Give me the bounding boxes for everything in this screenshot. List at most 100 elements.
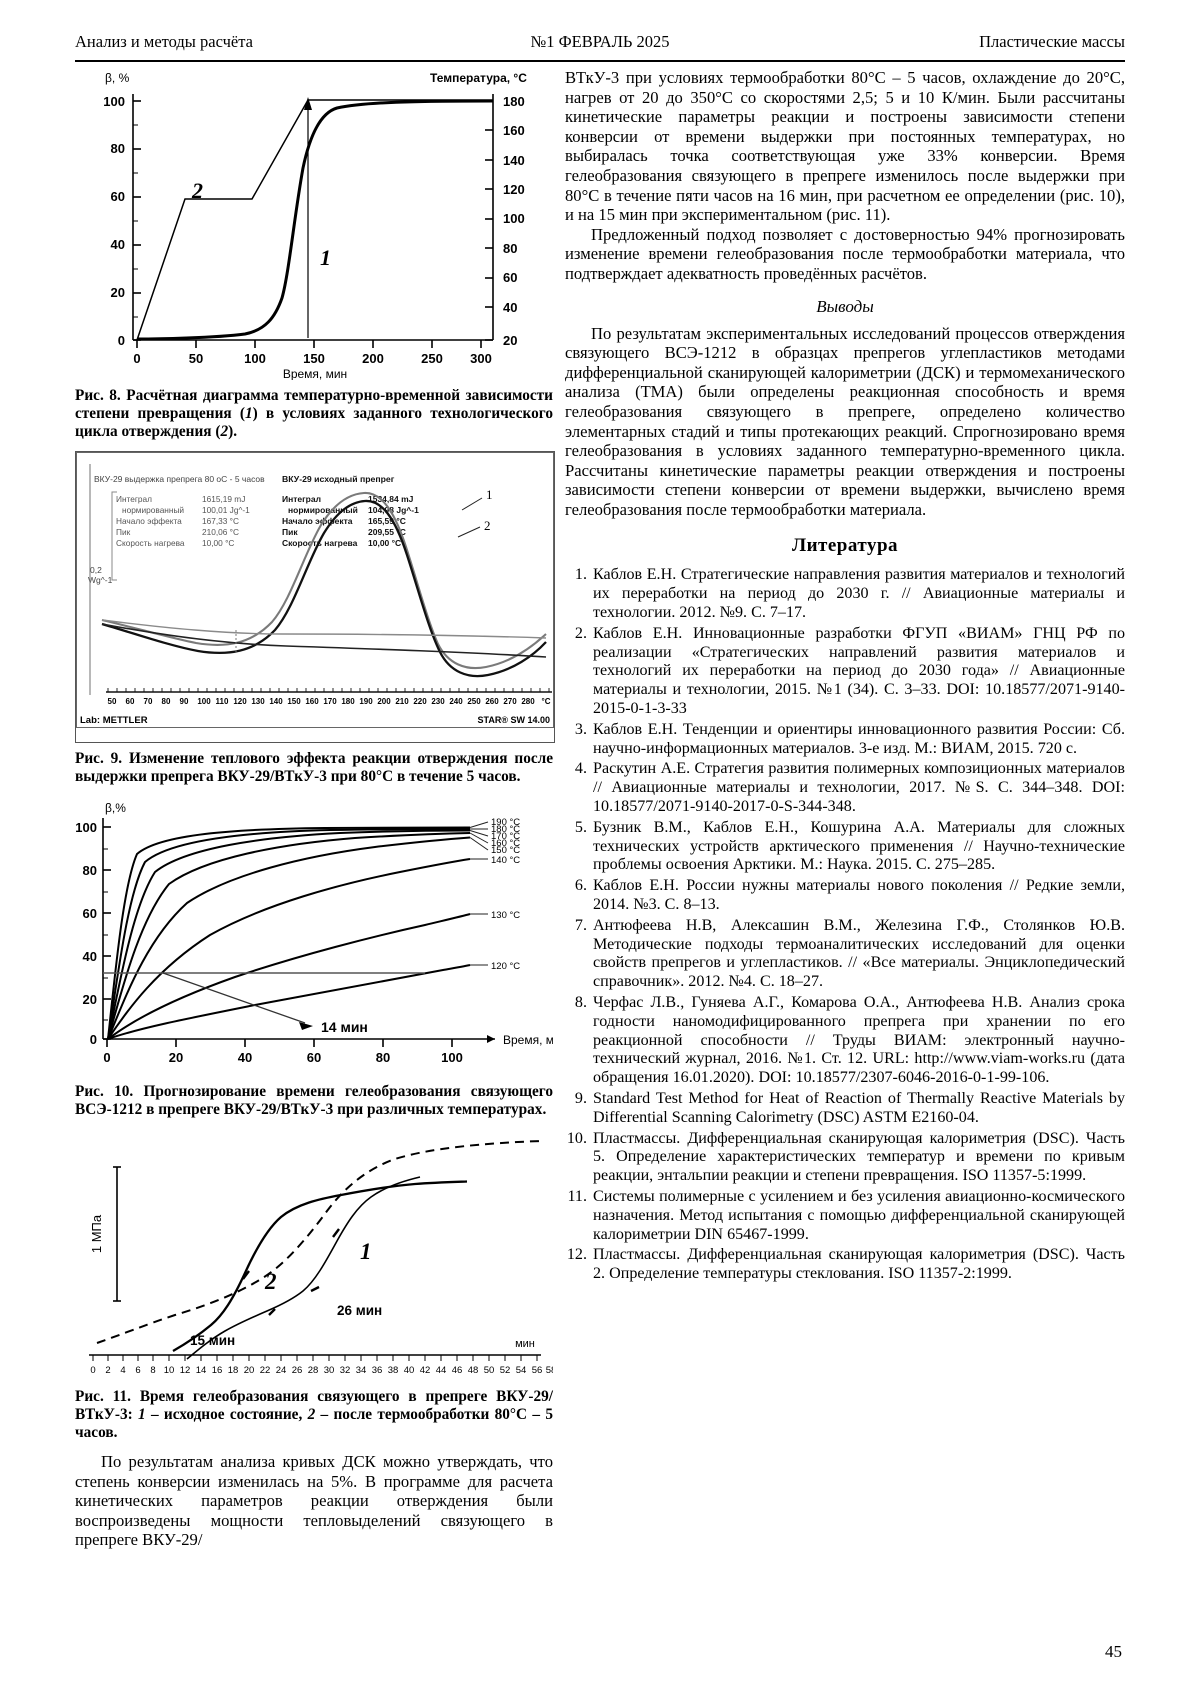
fig9-footer-right: STAR® SW 14.00 (478, 715, 550, 725)
svg-text:150: 150 (287, 697, 301, 706)
figure-10-chart: β,% 100 80 60 40 20 0 (75, 801, 553, 1065)
svg-text:4: 4 (120, 1365, 125, 1376)
fig8-ytick: 60 (111, 189, 125, 204)
svg-text:30: 30 (324, 1365, 335, 1376)
fig10-curve-140 (107, 858, 471, 1040)
fig8-y2tick: 80 (503, 241, 517, 256)
fig11-x-ticks (92, 1355, 538, 1361)
fig11-marker-15 (268, 1308, 276, 1316)
fig9-footer-left: Lab: METTLER (80, 715, 148, 726)
svg-text:170 °C: 170 °C (491, 831, 520, 842)
fig11-label-2: 2 (264, 1269, 277, 1294)
svg-text:20: 20 (169, 1050, 183, 1065)
fig11-annotation-15: 15 мин (190, 1333, 235, 1348)
svg-text:8: 8 (150, 1365, 155, 1376)
svg-text:80: 80 (376, 1050, 390, 1065)
reference-text: Каблов Е.Н. Инновационные разработки ФГУ… (593, 624, 1125, 718)
fig10-curve-180 (107, 828, 471, 1040)
reference-text: Раскутин А.Е. Стратегия развития полимер… (593, 760, 1125, 816)
svg-text:36: 36 (372, 1365, 383, 1376)
svg-text:26: 26 (292, 1365, 303, 1376)
figure-8-chart: β, % Температура, °С 100 80 60 40 20 0 (103, 71, 527, 380)
reference-item: 12. Пластмассы. Дифференциальная сканирую… (565, 1246, 1125, 1284)
svg-text:0: 0 (103, 1050, 110, 1065)
svg-text:200: 200 (377, 697, 391, 706)
fig10-curve-160 (107, 832, 471, 1040)
reference-text: Антюфеева Н.В, Алексашин В.М., Железина … (593, 916, 1125, 991)
page-number: 45 (1105, 1642, 1122, 1661)
fig11-x-unit: мин (515, 1338, 535, 1350)
svg-text:Начало эффекта: Начало эффекта (282, 516, 353, 526)
svg-text:0: 0 (90, 1365, 95, 1376)
svg-text:2: 2 (105, 1365, 110, 1376)
fig8-xtick: 300 (470, 351, 492, 366)
figure-11-caption: Рис. 11. Время гелеобразования связующег… (75, 1388, 553, 1441)
fig11-marker-2 (242, 1270, 250, 1280)
reference-text: Standard Test Method for Heat of Reactio… (593, 1089, 1125, 1126)
fig8-ytick: 100 (103, 94, 125, 109)
reference-text: Системы полимерные с усилением и без уси… (593, 1187, 1125, 1243)
svg-text:150 °C: 150 °C (491, 845, 520, 856)
fig10-curve-130 (107, 913, 471, 1040)
svg-text:100: 100 (197, 697, 211, 706)
svg-text:16: 16 (212, 1365, 223, 1376)
reference-text: Пластмассы. Дифференциальная сканирующая… (593, 1129, 1125, 1185)
figure-9: ВКУ-29 выдержка препрега 80 оС - 5 часов… (75, 451, 555, 786)
fig8-label-1: 1 (320, 245, 331, 270)
fig8-label-2: 2 (191, 178, 203, 203)
fig8-xtick: 50 (189, 351, 203, 366)
fig10-y-ticklabels: 100 80 60 40 20 0 (75, 820, 97, 1047)
reference-text: Черфас Л.В., Гуняева А.Г., Комарова О.А.… (593, 994, 1125, 1087)
right-column: ВТкУ-3 при условиях термообработки 80°С … (565, 68, 1125, 1286)
left-column: β, % Температура, °С 100 80 60 40 20 0 (75, 68, 555, 1550)
fig10-x-label: Время, мин (503, 1033, 553, 1047)
svg-text:260: 260 (485, 697, 499, 706)
figure-10: β,% 100 80 60 40 20 0 (75, 796, 553, 1119)
fig8-xtick: 200 (362, 351, 384, 366)
svg-text:56: 56 (532, 1365, 543, 1376)
reference-item: 2. Каблов Е.Н. Инновационные разработки Ф… (565, 625, 1125, 719)
reference-item: 4. Раскутин А.Е. Стратегия развития полим… (565, 760, 1125, 816)
fig8-y2tick: 120 (503, 182, 525, 197)
svg-text:0: 0 (90, 1032, 97, 1047)
svg-text:280: 280 (521, 697, 535, 706)
figure-8: β, % Температура, °С 100 80 60 40 20 0 (75, 68, 553, 441)
svg-text:250: 250 (467, 697, 481, 706)
fig8-y2tick: 40 (503, 300, 517, 315)
svg-text:12: 12 (180, 1365, 191, 1376)
svg-text:100: 100 (441, 1050, 463, 1065)
svg-text:38: 38 (388, 1365, 399, 1376)
reference-text: Каблов Е.Н. Тенденции и ориентиры иннова… (593, 720, 1125, 757)
fig9-curve-grey (101, 491, 547, 670)
reference-item: 1. Каблов Е.Н. Стратегические направления… (565, 566, 1125, 622)
figure-10-caption: Рис. 10. Прогнозирование времени гелеобр… (75, 1083, 553, 1118)
page-header: Анализ и методы расчёта №1 ФЕВРАЛЬ 2025 … (75, 32, 1125, 62)
fig8-curve-1 (136, 99, 494, 341)
conclusions-title: Выводы (816, 296, 874, 316)
fig8-ytick: 80 (111, 141, 125, 156)
svg-text:1534,84 mJ: 1534,84 mJ (368, 494, 414, 504)
fig9-y-label-1: 0,2 (90, 565, 102, 575)
fig10-annotation-label: 14 мин (321, 1019, 368, 1035)
reference-number: 3. (574, 720, 587, 738)
figure-9-chart: ВКУ-29 выдержка препрега 80 оС - 5 часов… (75, 451, 555, 743)
fig9-x-ticklabels: 50 60 70 80 90 100 110 120 130 140 150 160 170 18… (108, 697, 551, 706)
reference-item: 6. Каблов Е.Н. России нужны материалы нов… (565, 877, 1125, 915)
svg-text:130 °C: 130 °C (491, 910, 520, 921)
svg-text:190 °C: 190 °C (491, 817, 520, 828)
reference-number: 5. (574, 818, 587, 836)
fig10-legend: 190 °C 180 °C 170 °C 160 °C 150 °C 140 °… (491, 817, 520, 972)
fig8-ytick: 20 (111, 285, 125, 300)
svg-text:нормированный: нормированный (288, 505, 358, 515)
fig9-scale-bracket (111, 491, 117, 581)
conclusions-body: По результатам экспериментальных исследо… (565, 323, 1125, 519)
svg-text:52: 52 (500, 1365, 511, 1376)
fig9-label-2: 2 (484, 518, 491, 533)
svg-text:10,00 °C: 10,00 °C (202, 538, 234, 548)
svg-text:210,06 °C: 210,06 °C (202, 527, 239, 537)
fig8-xtick: 150 (303, 351, 325, 366)
references-list: 1. Каблов Е.Н. Стратегические направления… (565, 566, 1125, 1283)
svg-text:Начало эффекта: Начало эффекта (116, 516, 182, 526)
fig8-ytick: 40 (111, 237, 125, 252)
